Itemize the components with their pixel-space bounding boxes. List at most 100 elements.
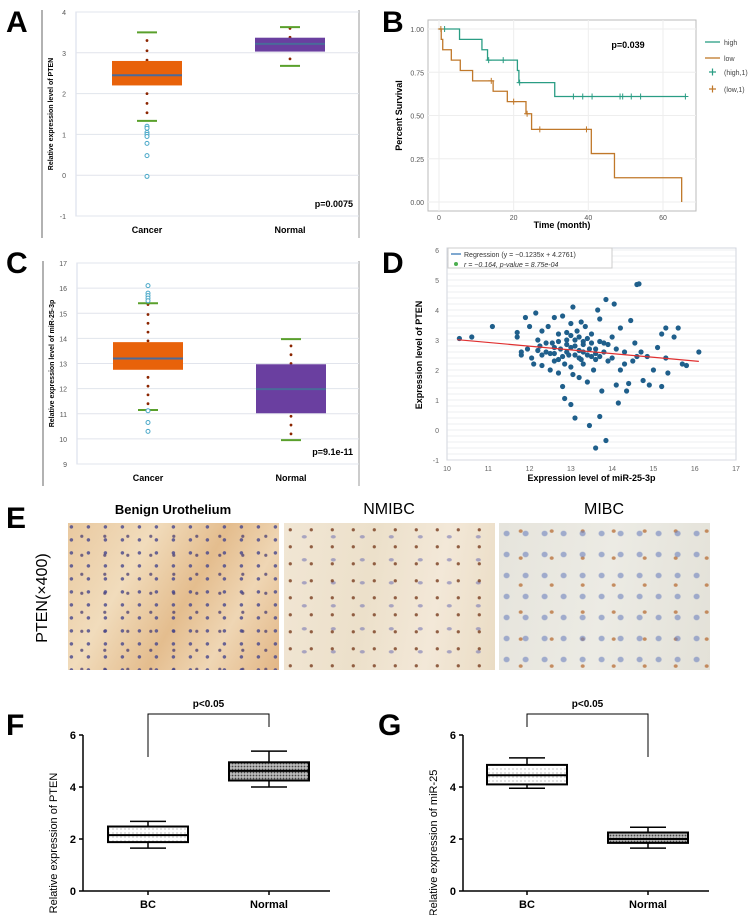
scatter-point: [543, 340, 549, 346]
x-tick-label: 40: [584, 215, 592, 222]
box-chart-f: [79, 713, 330, 895]
scatter-point: [597, 353, 603, 360]
scatter-point: [578, 356, 584, 363]
censor-mark: [583, 126, 590, 133]
y-axis-label: Percent Survival: [394, 80, 404, 151]
y-tick-label: 2: [62, 92, 66, 99]
y-tick-label: 14: [59, 336, 67, 343]
scatter-point: [584, 352, 590, 358]
scatter-point: [524, 346, 531, 352]
scatter-point: [469, 334, 475, 340]
scatter-point: [572, 415, 578, 421]
scatter-point: [595, 307, 601, 313]
scatter-point: [636, 281, 642, 287]
scatter-point: [586, 346, 593, 352]
scatter-point: [535, 337, 541, 343]
data-point: [146, 393, 150, 397]
box-normal: [607, 831, 689, 844]
y-tick-label: 0: [450, 886, 456, 898]
y-tick-label: 6: [450, 730, 456, 742]
y-tick-label: 4: [70, 782, 77, 794]
scatter-point: [613, 346, 619, 352]
scatter-point: [601, 340, 607, 346]
scatter-point: [640, 377, 646, 384]
censor-mark: [500, 57, 507, 64]
censor-mark: [682, 93, 689, 100]
y-tick-label: 1: [435, 398, 439, 405]
data-point: [145, 111, 149, 115]
p-value-annotation: p<0.05: [193, 699, 225, 710]
scatter-point: [601, 349, 607, 355]
outlier-point: [144, 125, 150, 131]
scatter-point: [665, 370, 671, 376]
scatter-point: [526, 323, 533, 330]
scatter-point: [560, 313, 566, 319]
outlier-point: [145, 298, 151, 304]
significance-bracket: [147, 713, 270, 757]
scatter-point: [580, 349, 586, 355]
scatter-point: [518, 352, 524, 358]
y-tick-label: 9: [63, 462, 67, 469]
x-tick-label: 20: [510, 215, 518, 222]
scatter-point: [572, 337, 578, 343]
scatter-point: [568, 332, 574, 339]
data-point: [146, 339, 150, 343]
scatter-point: [679, 361, 685, 367]
x-tick-label: 12: [526, 466, 534, 473]
data-point: [145, 49, 149, 53]
x-tick-label: Normal: [250, 899, 288, 911]
histology-title: Benign Urothelium: [115, 502, 231, 517]
scatter-point: [574, 328, 580, 334]
legend: [705, 41, 720, 93]
y-tick-label: 5: [435, 278, 439, 285]
scatter-point: [570, 304, 576, 310]
y-tick-label: 13: [59, 362, 67, 369]
y-tick-label: 0.00: [410, 200, 424, 207]
box-chart-g: [459, 713, 709, 895]
data-point: [145, 58, 149, 62]
y-tick-label: 11: [60, 412, 67, 419]
scatter-point: [547, 367, 553, 373]
y-tick-label: 12: [59, 387, 67, 394]
p-value-annotation: p=0.0075: [315, 199, 353, 209]
data-point: [146, 384, 150, 388]
scatter-point: [597, 316, 603, 322]
censor-mark: [516, 79, 523, 86]
x-tick-label: Normal: [274, 225, 305, 235]
scatter-point: [568, 320, 574, 327]
scatter-point: [531, 361, 537, 367]
legend-label: (high,1): [724, 70, 748, 77]
y-axis-label: Relative expression of miR-25: [428, 770, 440, 915]
outlier-point: [145, 283, 151, 289]
x-tick-label: Cancer: [133, 473, 164, 483]
scatter-point: [522, 314, 529, 321]
y-tick-label: 6: [70, 730, 76, 742]
data-point: [145, 92, 149, 95]
scatter-point: [638, 349, 644, 355]
p-value-annotation: p=0.039: [611, 40, 644, 50]
x-tick-label: 10: [443, 466, 451, 473]
scatter-point: [539, 352, 545, 358]
y-tick-label: 4: [450, 782, 457, 794]
scatter-point: [562, 361, 568, 367]
scatter-point: [654, 344, 661, 351]
scatter-point: [568, 364, 574, 370]
histology-image-nmibc: [284, 523, 495, 670]
legend-box: [447, 247, 613, 269]
outlier-point: [145, 420, 151, 426]
data-point: [145, 101, 149, 105]
panel-label-c: C: [6, 247, 28, 280]
scatter-point: [560, 353, 566, 360]
box-chart-c: [42, 261, 360, 486]
scatter-point: [555, 370, 562, 376]
y-tick-label: 0.25: [410, 157, 424, 164]
y-tick-label: 15: [59, 311, 67, 318]
data-point: [146, 330, 150, 334]
censor-mark: [437, 26, 444, 32]
scatter-point: [659, 331, 665, 337]
legend-label: low: [724, 56, 735, 63]
panel-label-d: D: [382, 247, 404, 280]
scatter-point: [650, 367, 657, 373]
